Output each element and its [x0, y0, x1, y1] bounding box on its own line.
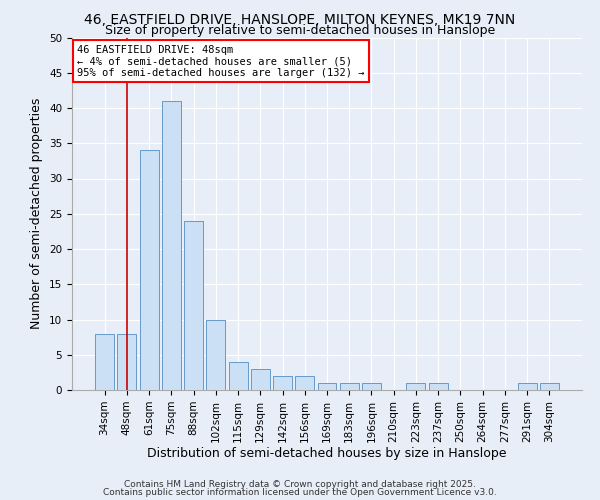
- Text: 46 EASTFIELD DRIVE: 48sqm
← 4% of semi-detached houses are smaller (5)
95% of se: 46 EASTFIELD DRIVE: 48sqm ← 4% of semi-d…: [77, 44, 365, 78]
- Bar: [184, 221, 203, 390]
- Bar: [95, 334, 114, 390]
- Text: 46, EASTFIELD DRIVE, HANSLOPE, MILTON KEYNES, MK19 7NN: 46, EASTFIELD DRIVE, HANSLOPE, MILTON KE…: [85, 12, 515, 26]
- Text: Contains public sector information licensed under the Open Government Licence v3: Contains public sector information licen…: [103, 488, 497, 497]
- Bar: [229, 362, 248, 390]
- Bar: [118, 334, 136, 390]
- X-axis label: Distribution of semi-detached houses by size in Hanslope: Distribution of semi-detached houses by …: [147, 448, 507, 460]
- Bar: [206, 320, 225, 390]
- Bar: [162, 101, 181, 390]
- Bar: [273, 376, 292, 390]
- Y-axis label: Number of semi-detached properties: Number of semi-detached properties: [31, 98, 43, 330]
- Bar: [518, 383, 536, 390]
- Bar: [362, 383, 381, 390]
- Bar: [317, 383, 337, 390]
- Bar: [429, 383, 448, 390]
- Text: Contains HM Land Registry data © Crown copyright and database right 2025.: Contains HM Land Registry data © Crown c…: [124, 480, 476, 489]
- Text: Size of property relative to semi-detached houses in Hanslope: Size of property relative to semi-detach…: [105, 24, 495, 37]
- Bar: [340, 383, 359, 390]
- Bar: [251, 369, 270, 390]
- Bar: [295, 376, 314, 390]
- Bar: [406, 383, 425, 390]
- Bar: [140, 150, 158, 390]
- Bar: [540, 383, 559, 390]
